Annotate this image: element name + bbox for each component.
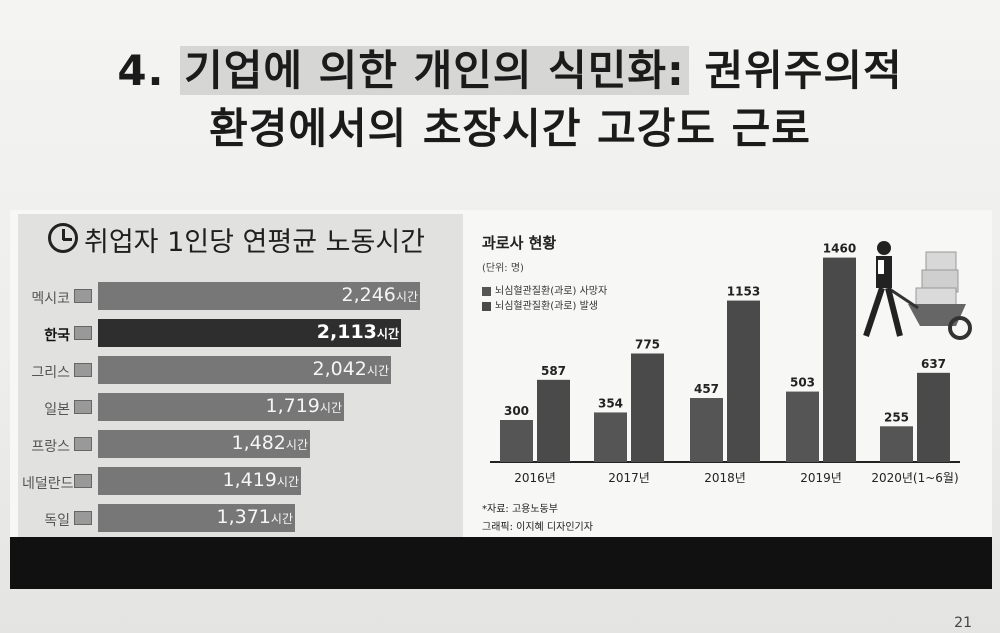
- title-highlight: 기업에 의한 개인의 식민화:: [180, 46, 689, 95]
- legend-swatch-deaths: [482, 286, 491, 296]
- country-label: 독일: [44, 513, 70, 529]
- flag-icon: [74, 474, 92, 488]
- work-hours-bar: [98, 356, 391, 384]
- work-hours-bar: [98, 393, 344, 421]
- overwork-value-label: 1460: [823, 242, 856, 256]
- flag-icon: [74, 326, 92, 340]
- overwork-category-label: 2017년: [608, 471, 650, 485]
- overwork-value-label: 775: [635, 338, 660, 352]
- country-label: 네덜란드: [22, 476, 74, 492]
- credit-text: 그래픽: 이지혜 디자인기자: [482, 522, 593, 533]
- overwork-unit: (단위: 명): [482, 263, 524, 274]
- title-rest: 권위주의적: [704, 46, 903, 95]
- overwork-bar: [786, 391, 819, 462]
- work-hours-value: 1,719시간: [265, 395, 343, 417]
- overwork-value-label: 255: [884, 410, 909, 424]
- overwork-bar: [690, 398, 723, 462]
- flag-icon: [74, 437, 92, 451]
- legend-cases-label: 뇌심혈관질환(과로) 발생: [495, 301, 598, 312]
- overwork-chart: 300 587 2016년 354 775 2017년 457 1153 2018년 503 146…: [490, 242, 960, 485]
- legend-deaths: 뇌심혈관질환(과로) 사망자: [482, 282, 607, 297]
- flag-icon: [74, 363, 92, 377]
- work-hours-value: 1,482시간: [231, 432, 309, 454]
- overwork-bar: [823, 257, 856, 462]
- country-label: 그리스: [31, 365, 70, 381]
- overwork-value-label: 587: [541, 364, 566, 378]
- title-line2: 환경에서의 초장시간 고강도 근로: [209, 104, 811, 153]
- slide-title: 4. 기업에 의한 개인의 식민화: 권위주의적 환경에서의 초장시간 고강도 …: [40, 42, 980, 158]
- overwork-bar: [594, 412, 627, 462]
- country-label: 일본: [44, 402, 70, 418]
- source-text: *자료: 고용노동부: [482, 504, 558, 515]
- overwork-title: 과로사 현황: [482, 234, 557, 252]
- worker-wheelbarrow-icon: [863, 241, 972, 340]
- overwork-bar: [537, 379, 570, 462]
- overwork-value-label: 300: [504, 404, 529, 418]
- flag-icon: [74, 511, 92, 525]
- work-hours-value: 2,042시간: [312, 358, 390, 380]
- work-hours-value: 1,371시간: [216, 506, 294, 528]
- overwork-bar: [631, 353, 664, 462]
- flag-icon: [74, 289, 92, 303]
- flag-icon: [74, 400, 92, 414]
- bottom-band: [10, 537, 992, 589]
- overwork-category-label: 2016년: [514, 471, 556, 485]
- country-label: 프랑스: [31, 439, 70, 455]
- overwork-value-label: 503: [790, 376, 815, 390]
- work-hours-value: 2,113시간: [316, 321, 399, 343]
- work-hours-bar: [98, 282, 420, 310]
- overwork-value-label: 354: [598, 396, 623, 410]
- work-hours-bar: [98, 430, 310, 458]
- work-hours-bar: [98, 467, 301, 495]
- overwork-category-label: 2020년(1~6월): [871, 471, 958, 485]
- overwork-bar: [500, 420, 533, 462]
- overwork-bar: [880, 426, 913, 462]
- work-hours-bar: [98, 319, 401, 347]
- overwork-bar: [727, 300, 760, 462]
- legend-swatch-cases: [482, 301, 491, 311]
- overwork-value-label: 457: [694, 382, 719, 396]
- overwork-value-label: 1153: [727, 285, 760, 299]
- overwork-bar: [917, 372, 950, 462]
- country-label: 한국: [44, 328, 70, 344]
- country-label: 멕시코: [31, 291, 70, 307]
- overwork-category-label: 2019년: [800, 471, 842, 485]
- work-hours-value: 2,246시간: [341, 284, 419, 306]
- work-hours-bar: [98, 504, 295, 532]
- clock-icon: [48, 223, 78, 253]
- overwork-category-label: 2018년: [704, 471, 746, 485]
- work-hours-value: 1,419시간: [222, 469, 300, 491]
- overwork-value-label: 637: [921, 357, 946, 371]
- work-hours-title: 취업자 1인당 연평균 노동시간: [84, 227, 426, 258]
- page-number: 21: [954, 615, 972, 631]
- legend-deaths-label: 뇌심혈관질환(과로) 사망자: [495, 286, 608, 297]
- title-number: 4.: [117, 46, 165, 95]
- legend-cases: 뇌심혈관질환(과로) 발생: [482, 297, 598, 312]
